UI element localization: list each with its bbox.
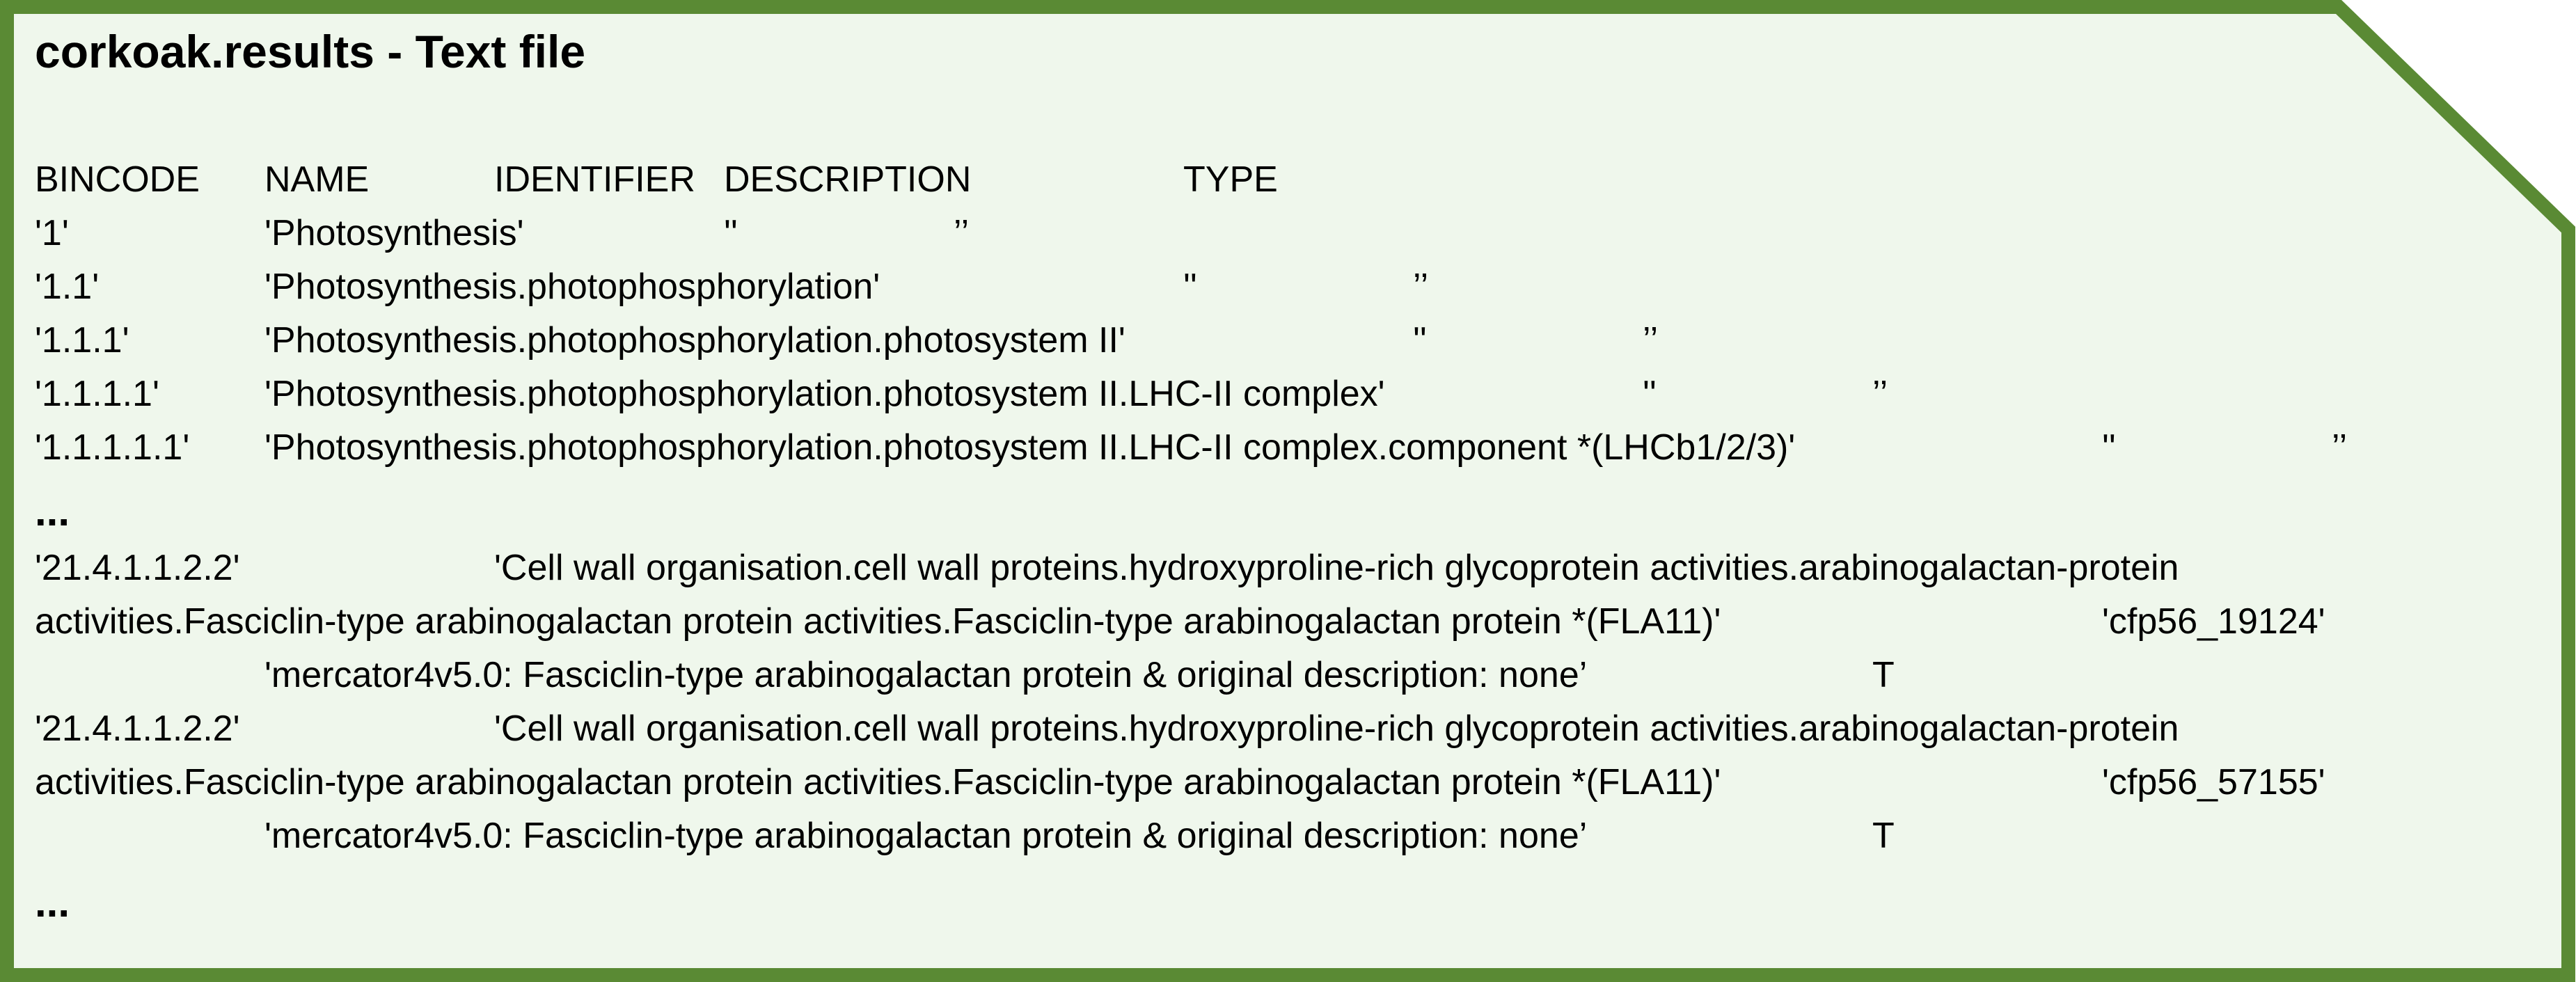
row-identifier: 'cfp56_19124'	[2102, 601, 2325, 642]
header-identifier: IDENTIFIER	[494, 159, 695, 200]
row-name-continued: activities.Fasciclin-type arabinogalacta…	[35, 762, 1721, 802]
row-identifier: ''	[1183, 267, 1197, 307]
row-description: 'mercator4v5.0: Fasciclin-type arabinoga…	[264, 655, 1588, 695]
table-row: '21.4.1.1.2.2' 'Cell wall organisation.c…	[35, 708, 2513, 757]
row-description: ’’	[2332, 427, 2348, 468]
row-identifier: 'cfp56_57155'	[2102, 762, 2325, 802]
header-name: NAME	[264, 159, 370, 200]
table-row: '1.1.1.1' 'Photosynthesis.photophosphory…	[35, 373, 2513, 422]
row-description: ’’	[1413, 267, 1429, 307]
table-row: '1' 'Photosynthesis' '' ’’	[35, 212, 2513, 261]
row-bincode: '21.4.1.1.2.2'	[35, 548, 240, 588]
row-description: 'mercator4v5.0: Fasciclin-type arabinoga…	[264, 816, 1588, 856]
row-type: T	[1872, 816, 1895, 856]
row-bincode: '1.1.1.1.1'	[35, 427, 190, 468]
table-row-continuation: 'mercator4v5.0: Fasciclin-type arabinoga…	[35, 654, 2513, 703]
table-row: '1.1.1.1.1' 'Photosynthesis.photophospho…	[35, 427, 2513, 475]
row-description: ’’	[954, 213, 970, 253]
row-name: 'Cell wall organisation.cell wall protei…	[494, 548, 2179, 588]
row-name: 'Photosynthesis.photophosphorylation.pho…	[264, 320, 1125, 361]
row-bincode: '1.1.1'	[35, 320, 129, 361]
row-bincode: '1'	[35, 213, 69, 253]
table-row: '21.4.1.1.2.2' 'Cell wall organisation.c…	[35, 547, 2513, 596]
table-row: '1.1' 'Photosynthesis.photophosphorylati…	[35, 266, 2513, 315]
row-identifier: ''	[1643, 374, 1657, 414]
row-name: 'Photosynthesis.photophosphorylation'	[264, 267, 880, 307]
row-name: 'Cell wall organisation.cell wall protei…	[494, 708, 2179, 749]
row-identifier: ''	[2102, 427, 2116, 468]
table-row: '1.1.1' 'Photosynthesis.photophosphoryla…	[35, 319, 2513, 368]
row-name-continued: activities.Fasciclin-type arabinogalacta…	[35, 601, 1721, 642]
row-bincode: '1.1.1.1'	[35, 374, 159, 414]
column-header-row: BINCODE NAME IDENTIFIER DESCRIPTION TYPE	[35, 159, 2513, 207]
row-bincode: '21.4.1.1.2.2'	[35, 708, 240, 749]
file-title: corkoak.results - Text file	[35, 26, 586, 77]
table-row-continuation: 'mercator4v5.0: Fasciclin-type arabinoga…	[35, 815, 2513, 864]
row-description: ’’	[1643, 320, 1659, 361]
ellipsis: ...	[35, 488, 70, 534]
row-name: 'Photosynthesis'	[264, 213, 524, 253]
row-type: T	[1872, 655, 1895, 695]
table-row-continuation: activities.Fasciclin-type arabinogalacta…	[35, 601, 2513, 649]
row-name: 'Photosynthesis.photophosphorylation.pho…	[264, 374, 1385, 414]
row-description: ’’	[1872, 374, 1888, 414]
header-bincode: BINCODE	[35, 159, 200, 200]
row-identifier: ''	[1413, 320, 1427, 361]
row-bincode: '1.1'	[35, 267, 100, 307]
table-row-continuation: activities.Fasciclin-type arabinogalacta…	[35, 761, 2513, 810]
header-type: TYPE	[1183, 159, 1278, 200]
header-description: DESCRIPTION	[724, 159, 972, 200]
row-identifier: ''	[724, 213, 738, 253]
row-name: 'Photosynthesis.photophosphorylation.pho…	[264, 427, 1796, 468]
ellipsis: ...	[35, 879, 70, 926]
